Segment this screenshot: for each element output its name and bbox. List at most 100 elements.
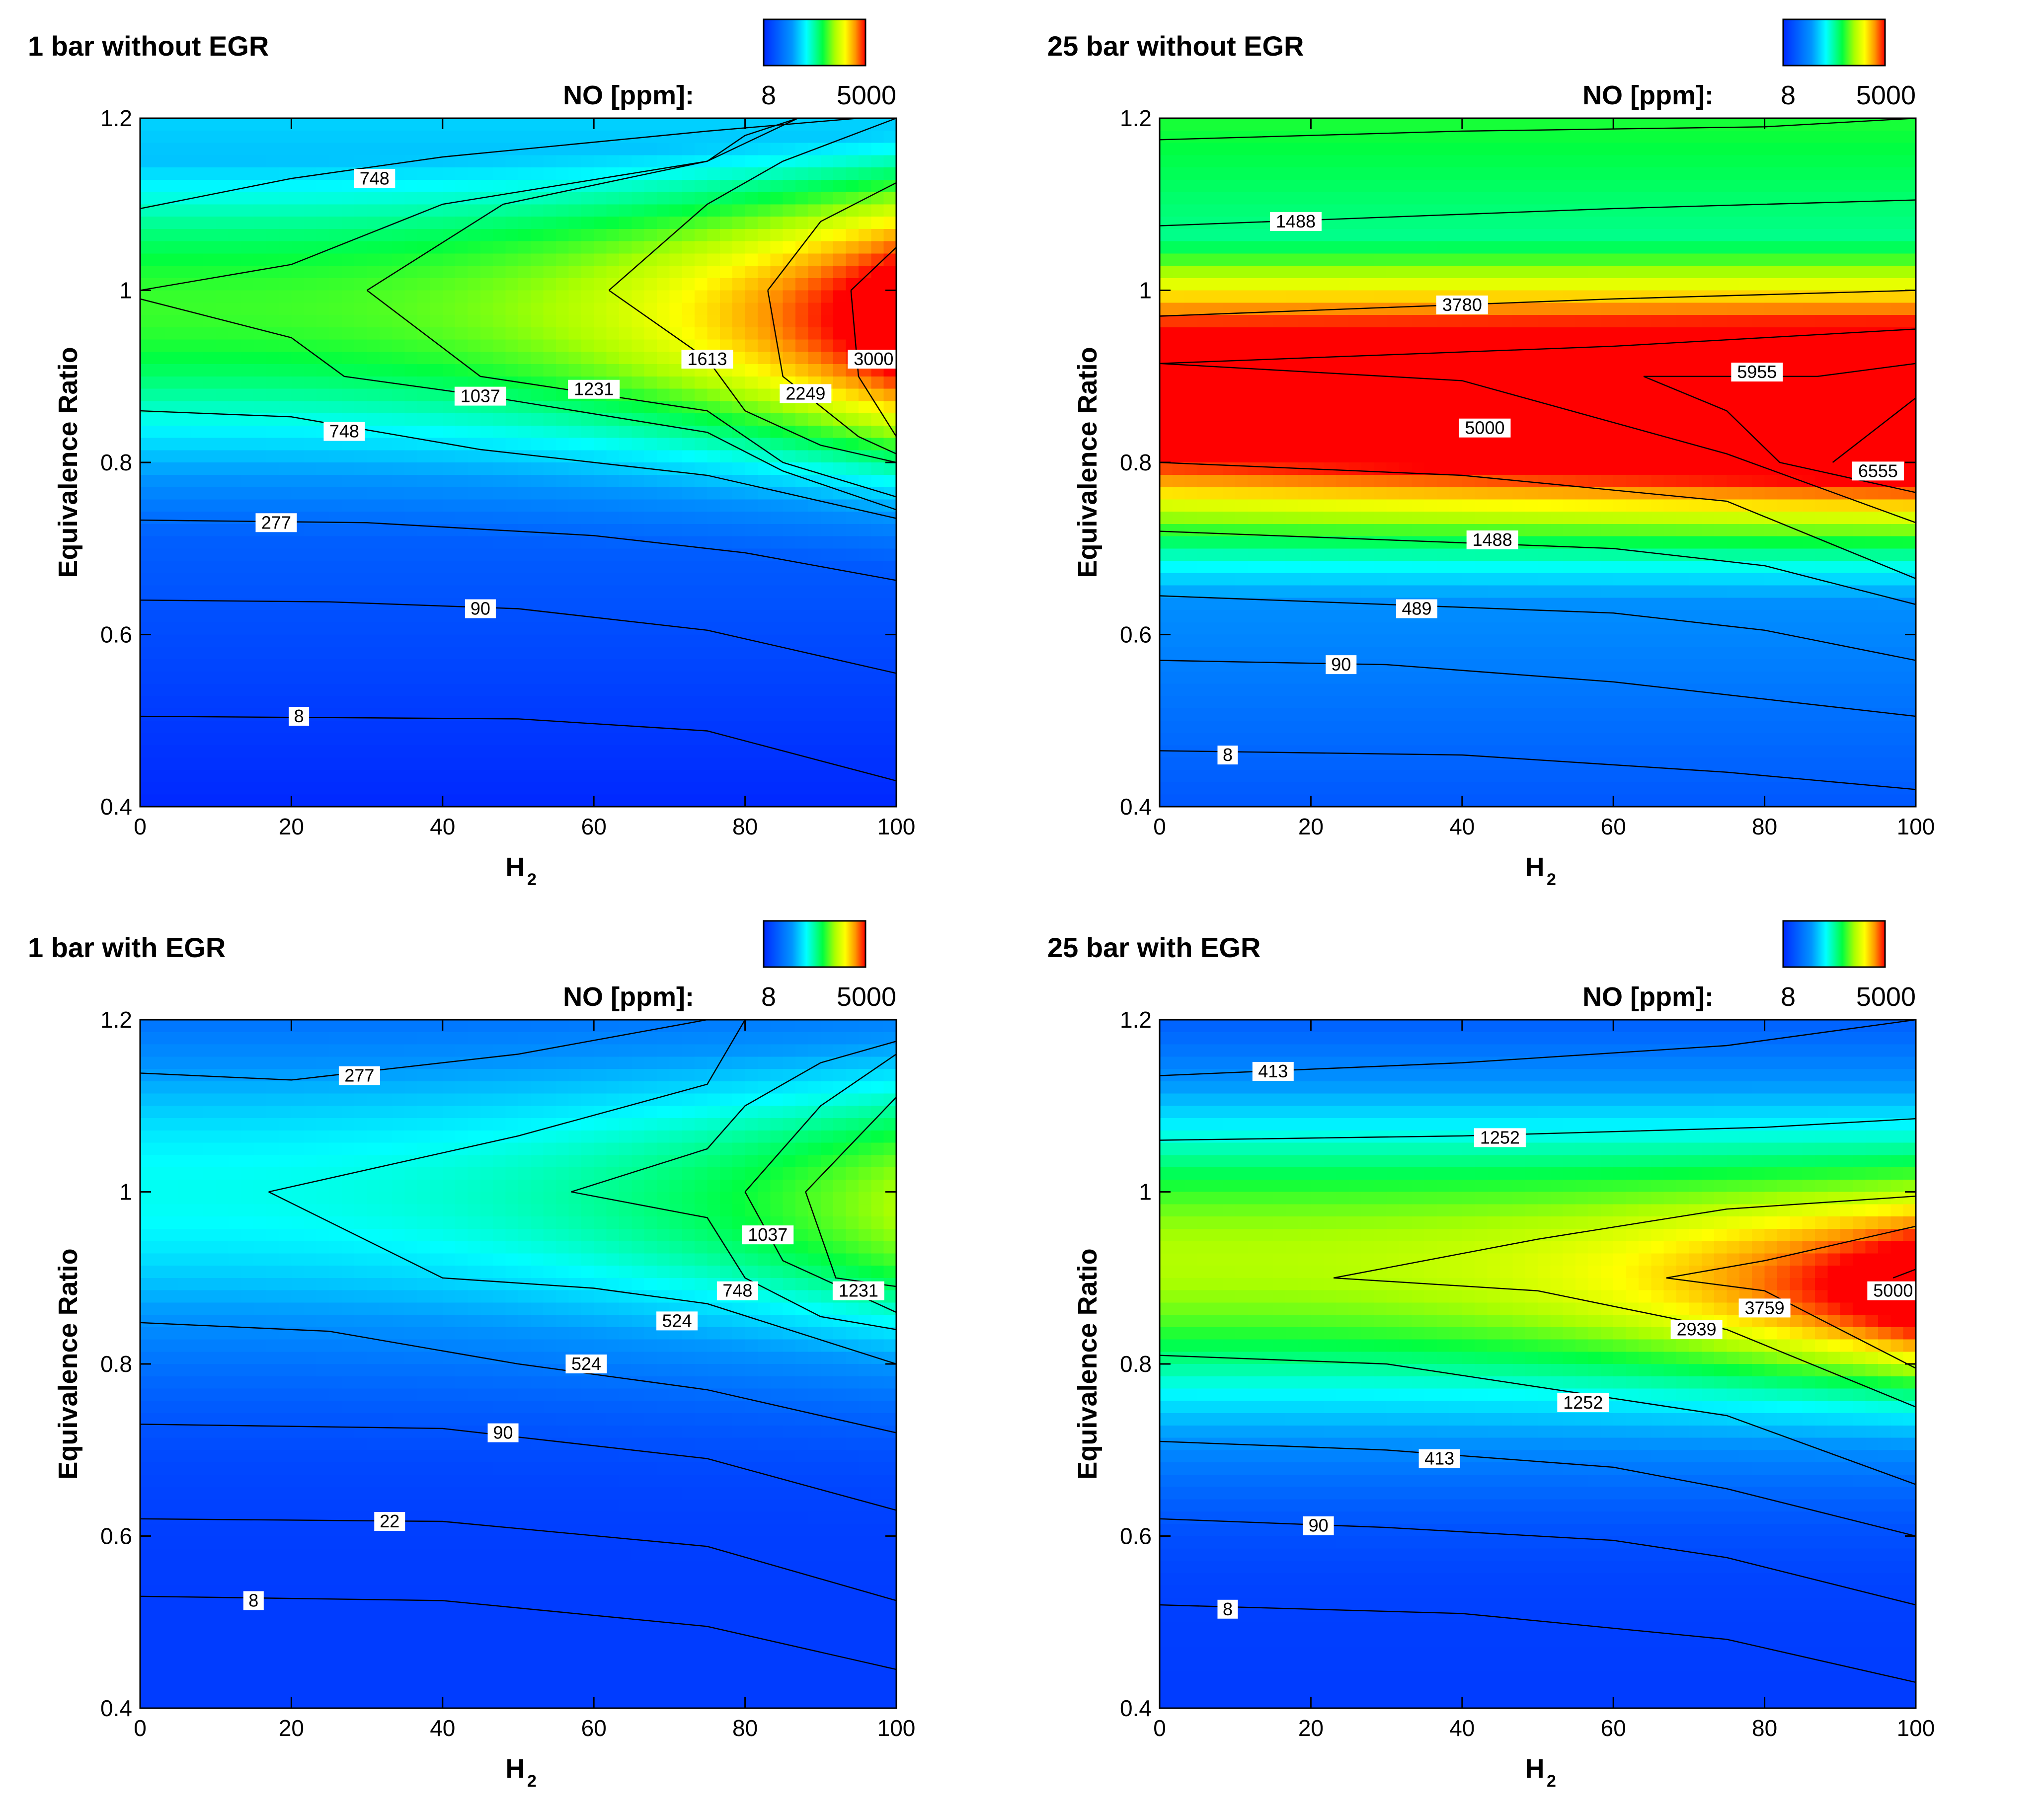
heatmap-cell [367,143,380,156]
heatmap-cell [455,659,469,672]
heatmap-cell [758,327,771,340]
heatmap-cell [1374,708,1387,721]
heatmap-cell [417,610,431,623]
heatmap-cell [808,512,821,525]
heatmap-cell [833,598,847,610]
heatmap-cell [594,720,607,734]
heatmap-cell [240,573,254,586]
heatmap-cell [770,155,784,168]
heatmap-cell [442,769,456,783]
heatmap-cell [480,622,494,635]
heatmap-cell [442,241,456,254]
heatmap-cell [657,671,670,684]
heatmap-cell [304,598,317,610]
heatmap-cell [631,217,645,229]
heatmap-cell [695,388,708,402]
heatmap-cell [745,241,758,254]
heatmap-cell [732,757,746,770]
heatmap-cell [279,598,292,610]
heatmap-cell [1323,327,1336,340]
heatmap-cell [1475,683,1488,697]
heatmap-cell [480,573,494,586]
heatmap-cell [1260,696,1274,709]
heatmap-cell [846,536,859,549]
heatmap-cell [820,315,834,328]
heatmap-cell [216,512,229,525]
heatmap-cell [329,548,342,561]
heatmap-cell [770,757,784,770]
heatmap-cell [329,696,342,709]
heatmap-cell [341,401,355,414]
heatmap-cell [846,634,859,648]
heatmap-cell [795,450,809,463]
heatmap-cell [253,598,267,610]
heatmap-cell [619,192,632,205]
heatmap-cell [695,143,708,156]
heatmap-cell [1399,794,1413,807]
heatmap-cell [631,462,645,475]
heatmap-cell [1160,536,1173,549]
heatmap-cell [745,352,758,365]
heatmap-cell [1298,339,1312,353]
heatmap-cell [644,376,657,389]
heatmap-cell [682,647,695,660]
heatmap-cell [240,327,254,340]
heatmap-cell [316,573,330,586]
heatmap-cell [695,302,708,315]
heatmap-cell [153,327,166,340]
heatmap-cell [858,302,872,315]
heatmap-cell [442,143,456,156]
heatmap-cell [455,315,469,328]
heatmap-cell [253,696,267,709]
heatmap-cell [480,228,494,242]
heatmap-cell [871,536,884,549]
heatmap-cell [1311,720,1324,734]
heatmap-cell [707,794,720,807]
heatmap-cell [820,167,834,180]
heatmap-cell [1424,499,1437,512]
heatmap-cell [1449,634,1463,648]
heatmap-cell [468,290,481,303]
heatmap-cell [594,204,607,217]
heatmap-cell [329,204,342,217]
heatmap-cell [216,720,229,734]
heatmap-cell [606,241,620,254]
heatmap-cell [380,228,393,242]
heatmap-cell [430,794,443,807]
heatmap-cell [341,598,355,610]
heatmap-cell [178,253,191,266]
heatmap-cell [505,241,519,254]
heatmap-cell [1399,745,1413,758]
heatmap-cell [833,179,847,193]
heatmap-cell [1374,266,1387,279]
heatmap-cell [1298,155,1312,168]
heatmap-cell [619,474,632,488]
heatmap-cell [1424,241,1437,254]
heatmap-cell [883,524,897,537]
heatmap-cell [808,487,821,500]
heatmap-cell [568,278,582,291]
heatmap-cell [1499,290,1513,303]
heatmap-cell [732,573,746,586]
heatmap-cell [1160,253,1173,266]
heatmap-cell [883,757,897,770]
heatmap-cell [1348,512,1362,525]
heatmap-cell [404,315,418,328]
heatmap-cell [1197,438,1211,451]
heatmap-cell [1386,794,1400,807]
heatmap-cell [240,499,254,512]
heatmap-cell [745,204,758,217]
heatmap-cell [354,302,368,315]
heatmap-cell [707,253,720,266]
heatmap-cell [266,499,279,512]
heatmap-cell [858,462,872,475]
heatmap-cell [1160,315,1173,328]
heatmap-cell [367,524,380,537]
heatmap-cell [1437,118,1450,131]
heatmap-cell [556,401,569,414]
heatmap-cell [531,659,544,672]
heatmap-cell [1248,512,1261,525]
heatmap-cell [1412,720,1425,734]
contour-label: 3000 [854,349,893,369]
heatmap-cell [266,474,279,488]
